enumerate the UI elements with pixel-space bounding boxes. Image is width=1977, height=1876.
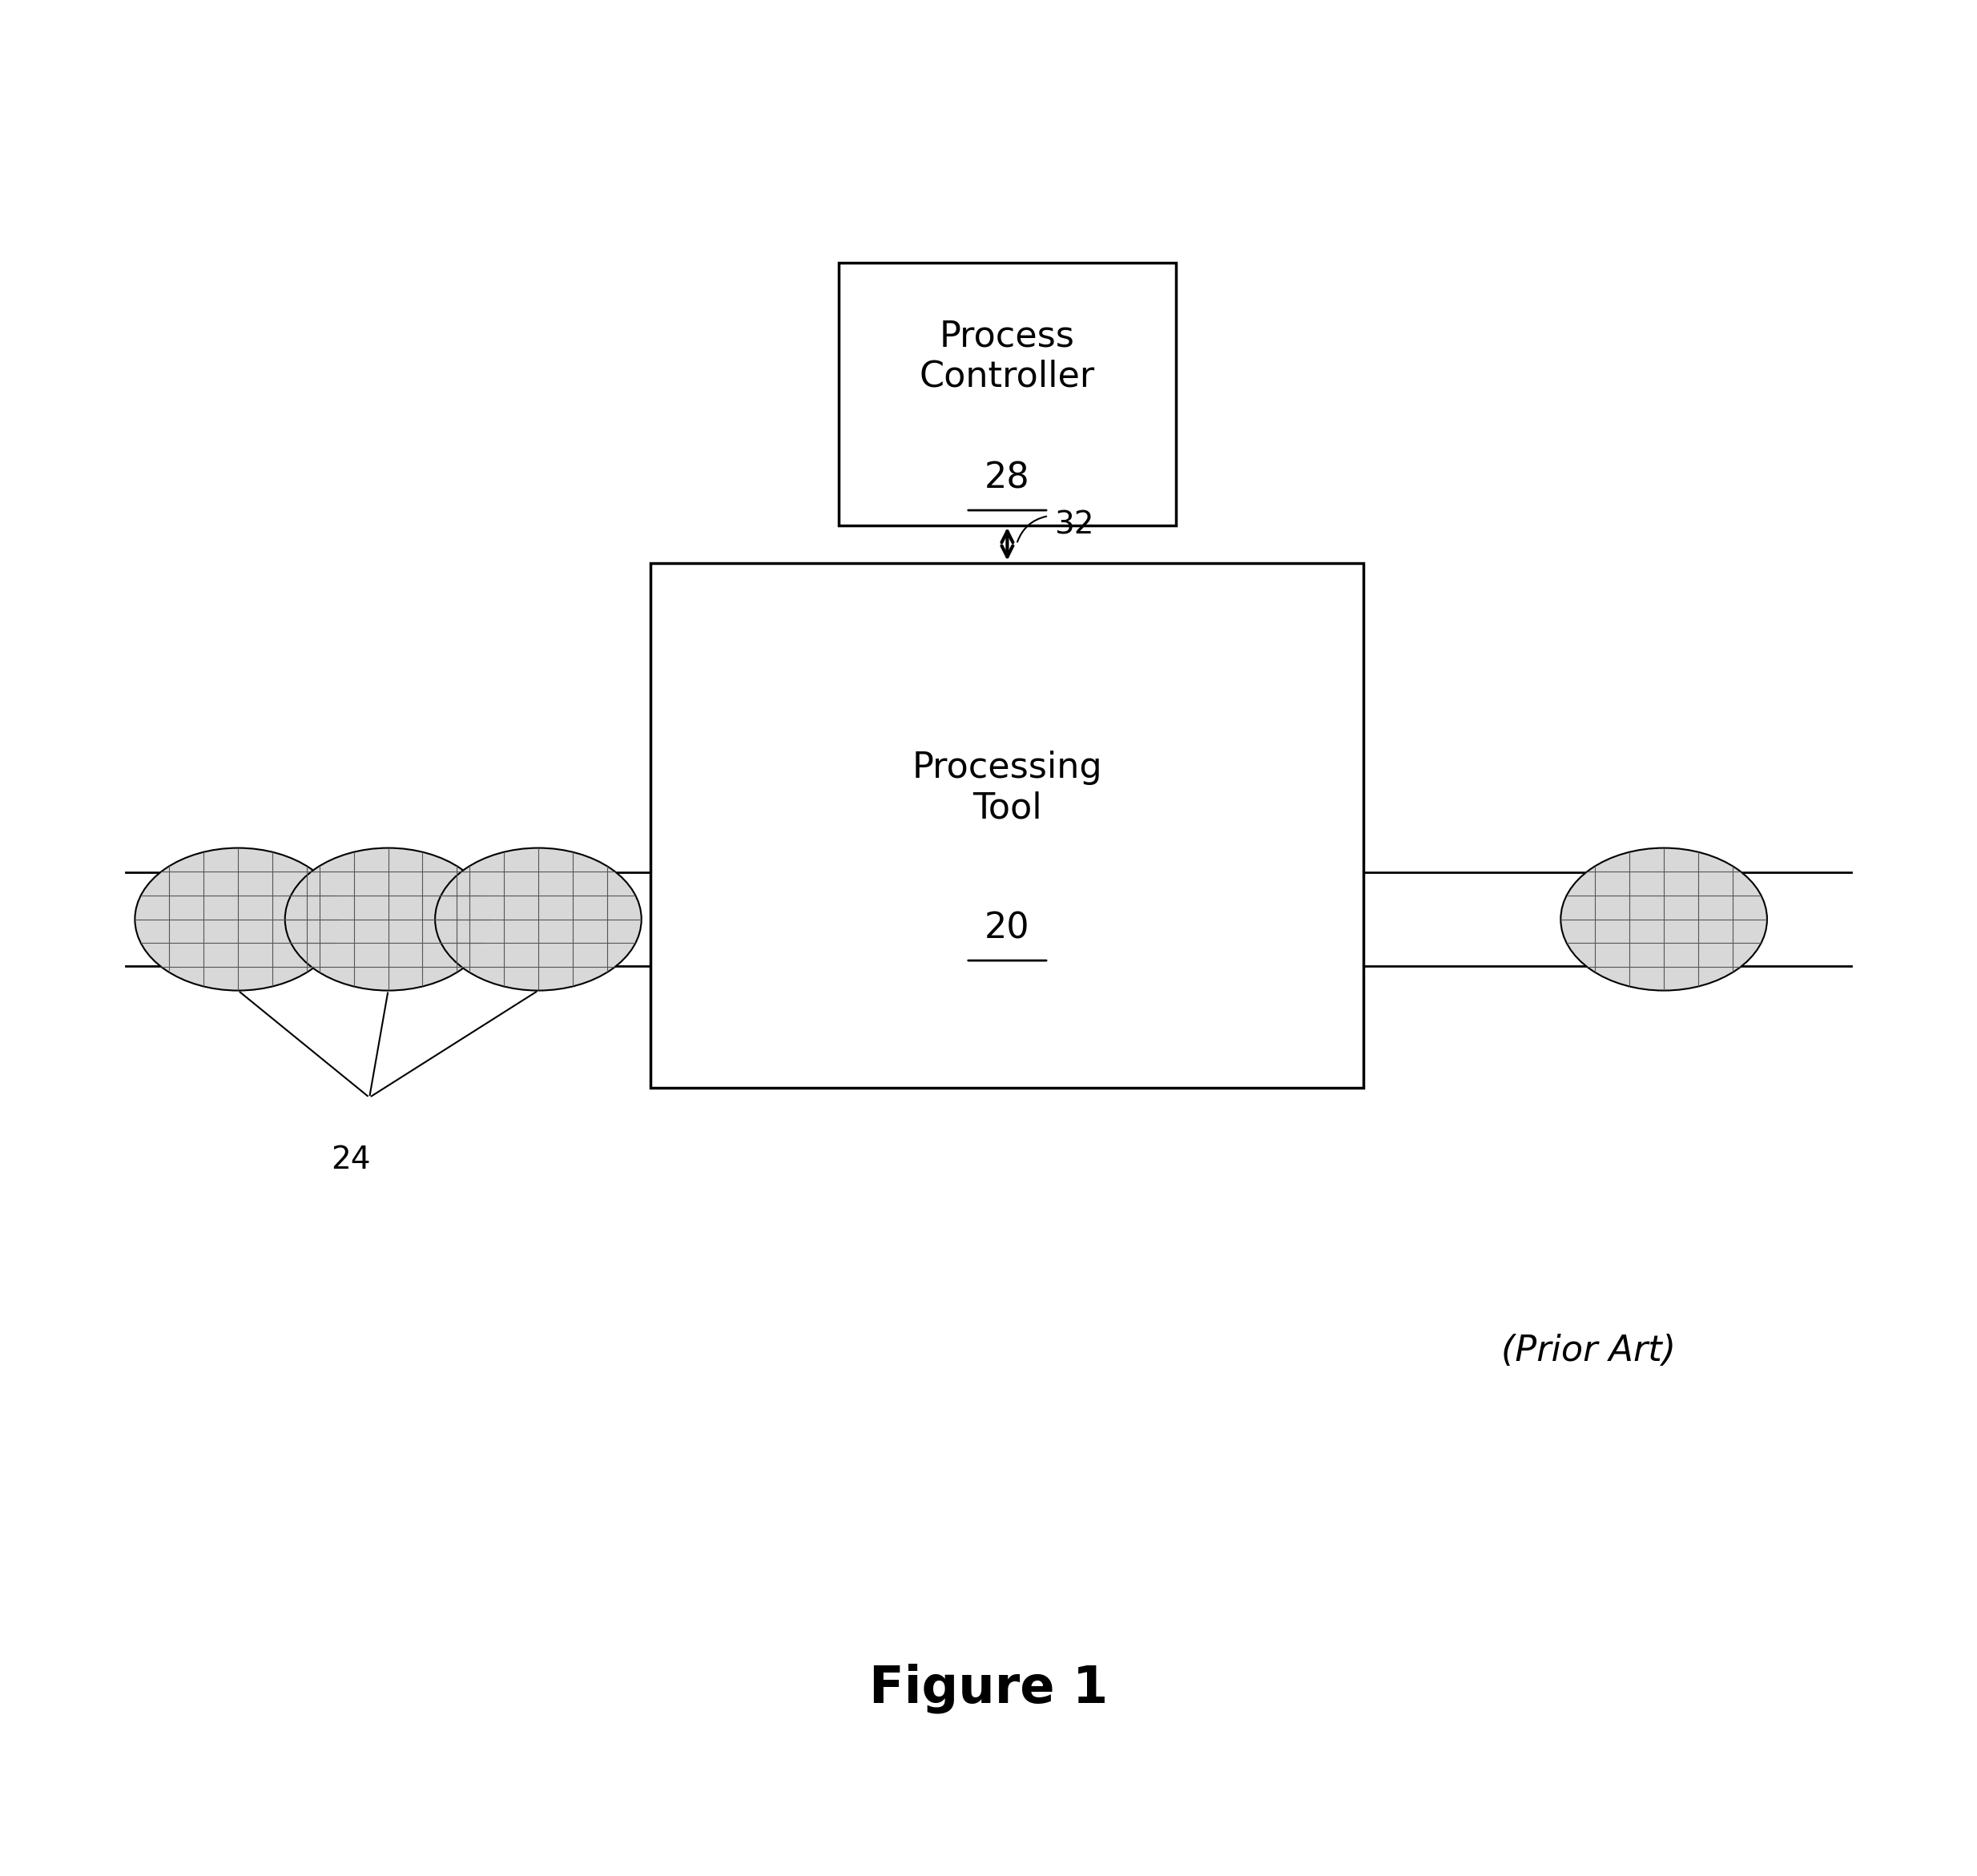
Text: 20: 20: [985, 912, 1030, 946]
Text: 28: 28: [985, 461, 1030, 495]
Ellipse shape: [285, 848, 492, 991]
Text: (Prior Art): (Prior Art): [1501, 1334, 1676, 1368]
Ellipse shape: [134, 848, 342, 991]
Ellipse shape: [435, 848, 641, 991]
Bar: [650, 563, 1364, 1088]
Text: 24: 24: [330, 1144, 370, 1174]
FancyArrowPatch shape: [1018, 516, 1046, 542]
Ellipse shape: [1560, 848, 1767, 991]
Text: Processing
Tool: Processing Tool: [911, 750, 1103, 825]
Text: Process
Controller: Process Controller: [919, 319, 1095, 394]
Text: Figure 1: Figure 1: [870, 1664, 1107, 1713]
Bar: [838, 263, 1176, 525]
Text: 32: 32: [1054, 510, 1093, 540]
